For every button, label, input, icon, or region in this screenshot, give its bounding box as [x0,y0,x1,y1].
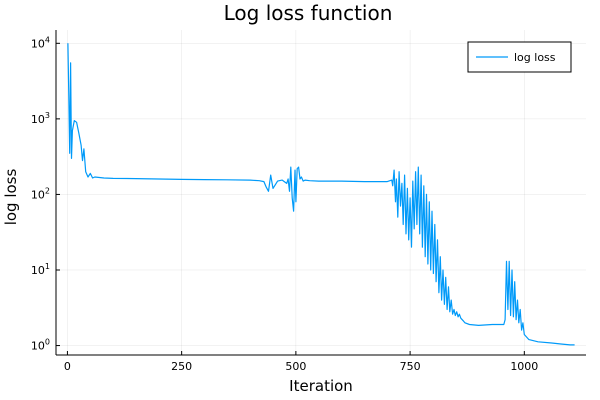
y-tick-label: 100 [31,338,50,353]
y-tick-label: 101 [31,262,50,277]
legend-label: log loss [514,51,556,64]
y-tick-label: 104 [31,35,50,50]
y-tick-label: 103 [31,111,50,126]
x-tick-label: 1000 [510,360,538,373]
series-line [67,43,575,346]
x-axis-label: Iteration [289,377,353,395]
y-tick-label: 102 [31,186,50,201]
ticks: 0 250 500 750 1000 100 101 102 103 104 [31,35,538,373]
axes [55,30,586,356]
y-axis-label: log loss [2,169,20,226]
legend: log loss [467,41,572,73]
x-tick-label: 750 [400,360,421,373]
x-tick-label: 250 [171,360,192,373]
plot-area [67,43,575,346]
x-tick-label: 0 [64,360,71,373]
chart-title: Log loss function [224,1,393,25]
x-tick-label: 500 [285,360,306,373]
